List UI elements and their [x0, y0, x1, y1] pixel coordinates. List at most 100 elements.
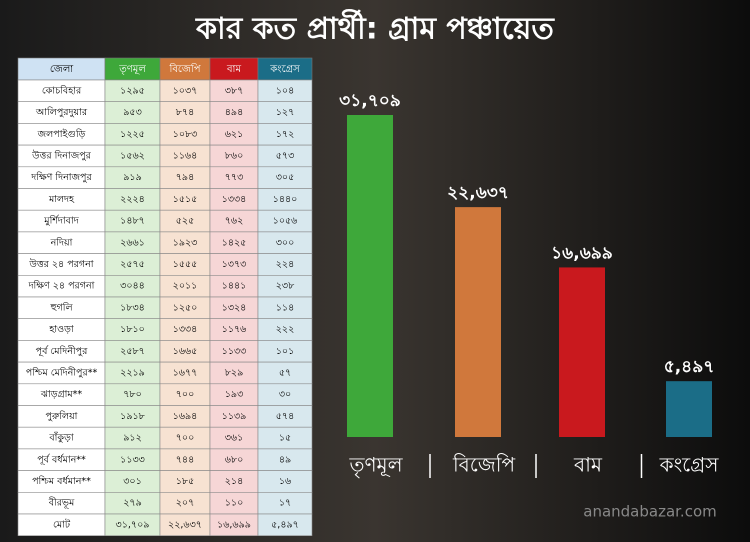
cell-text: ১৩৩৪	[222, 194, 247, 205]
value-label: ১৬,৬৯৯	[551, 243, 613, 263]
cell-text: ৩০৪৪	[120, 281, 145, 292]
cell-text: ১৩৭৩	[222, 259, 248, 270]
cell-text: কোচবিহার	[42, 84, 82, 96]
cell-text: পূর্ব মেদিনীপুর	[36, 344, 88, 357]
category-label: তৃণমূল	[348, 453, 403, 478]
cell-text: ১০১	[276, 346, 295, 357]
cell-text: ৫২৫	[176, 216, 195, 227]
bar	[666, 381, 712, 437]
cell-text: ৯৫৩	[123, 107, 142, 118]
bar	[455, 207, 501, 437]
cell-text: ১৯৩	[225, 389, 244, 400]
bar	[347, 115, 393, 437]
cell-text: হাওড়া	[48, 324, 75, 335]
cell-text: ১৪৪১	[222, 281, 247, 292]
table: জেলা তৃণমূল বিজেপি বাম কংগ্রেস কোচবিহার ১২৯৫ ১০…	[17, 57, 313, 537]
cell-text: ১৫১৫	[173, 194, 198, 205]
cell-text: ২০১১	[173, 281, 198, 292]
bar	[559, 267, 605, 437]
cell-text: ৭৪৪	[176, 454, 195, 465]
cell-text: বাঁকুড়া	[48, 431, 74, 444]
cell-text: ৩০০	[276, 237, 295, 248]
cell-text: ৪৯	[279, 454, 291, 465]
cell-text: ১০৩৭	[173, 85, 198, 96]
cell-text: ঝাড়গ্রাম**	[40, 389, 83, 400]
cell-text: ১৪৪০	[273, 194, 298, 205]
cell-text: ১০৫৬	[273, 216, 299, 227]
category-label: বাম	[573, 453, 603, 477]
cell-text: উত্তর ২৪ পরগনা	[28, 257, 94, 270]
cell-text: জলপাইগুড়ি	[37, 128, 87, 140]
cell-text: হুগলি	[49, 301, 73, 313]
cell-text: ২৭৯	[123, 498, 142, 509]
category-label: বিজেপি	[452, 453, 516, 477]
cell-text: মালদহ	[48, 194, 75, 205]
cell-text: ১৬,৬৯৯	[217, 519, 251, 530]
cell-text: ১৭২	[276, 129, 295, 140]
cell-text: ৯১২	[123, 433, 142, 444]
cell-text: ২৫৮৭	[120, 346, 145, 357]
cell-text: ২৬৬১	[120, 237, 145, 248]
cell-text: ৩০	[279, 389, 291, 400]
cell-text: ১৩২৪	[222, 302, 247, 313]
cell-text: বীরভূম	[48, 496, 75, 509]
cell-text: ১২২৫	[120, 129, 145, 140]
cell-text: ১৮৫	[176, 476, 195, 487]
cell-text: ৪৯৪	[225, 107, 244, 118]
cell-text: ৩০৫	[276, 172, 295, 183]
cell-text: ৫৭৩	[276, 150, 295, 161]
cell-text: ১১৩৩	[222, 346, 248, 357]
cell-text: উত্তর দিনাজপুর	[31, 148, 92, 161]
cell-text: পুরুলিয়া	[46, 410, 79, 422]
cell-text: ১৬	[279, 476, 292, 487]
cell-text: ২২১৯	[120, 367, 145, 378]
cell-text: ১৫৬২	[120, 150, 145, 161]
value-label: ২২,৬৩৭	[447, 183, 509, 203]
cell-text: ১৮৩৪	[120, 302, 145, 313]
cell-text: ৩০১	[123, 476, 142, 487]
cell-text: ১১৬৪	[173, 150, 198, 161]
cell-text: ৯১৯	[123, 172, 142, 183]
header-text: জেলা	[50, 64, 74, 75]
value-label: ৫,৪৯৭	[664, 357, 715, 377]
cell-text: ১২৫০	[173, 302, 198, 313]
cell	[257, 513, 313, 537]
cell-text: আলিপুরদুয়ার	[35, 106, 88, 118]
cell-text: পূর্ব বর্ধমান**	[37, 453, 86, 465]
cell-text: ২০৭	[176, 498, 195, 509]
cell-text: ১১৩৯	[222, 411, 247, 422]
cell-text: ১৪২৫	[222, 237, 247, 248]
cell-text: মোট	[53, 517, 71, 530]
cell-text: ৭৮০	[123, 389, 142, 400]
cell-text: ৬২১	[225, 129, 244, 140]
cell-text: ১৭	[279, 498, 291, 509]
cell-text: ৮২৯	[225, 367, 244, 378]
cell-text: ১১৭৬	[222, 324, 248, 335]
cell-text: ৭০০	[176, 389, 195, 400]
cell-text: ১২৯৫	[120, 85, 145, 96]
cell-text: ২২৪	[276, 259, 295, 270]
cell-text: ১৩৩৪	[173, 324, 198, 335]
category-label: কংগ্রেস	[659, 453, 720, 477]
cell-text: ৩৬১	[225, 433, 244, 444]
chart: ৩১,৭০৯ তৃণমূল ২২,৬৩৭ বিজেপি ১৬,৬৯৯ বাম ৫,৪৯৭ কং…	[339, 91, 719, 478]
cell-text: ১৯২৩	[173, 237, 199, 248]
cell-text: ৮৭৪	[176, 107, 195, 118]
cell-text: ৫৭	[279, 367, 291, 378]
cell-text: ৭৯৪	[176, 172, 195, 183]
cell-text: ২২,৬৩৭	[168, 519, 202, 530]
cell-text: ৩১,৭০৯	[116, 519, 150, 530]
cell-text: ২৩৮	[276, 281, 295, 292]
cell-text: ২৫৭৫	[120, 259, 145, 270]
cell-text: ১০৪	[276, 85, 295, 96]
cell-text: ১১০	[225, 498, 244, 509]
header-text: কংগ্রেস	[269, 64, 300, 75]
cell-text: ১১৩৩	[120, 454, 146, 465]
cell-text: ২১৪	[225, 476, 244, 487]
cell-text: পশ্চিম বর্ধমান**	[32, 475, 91, 487]
cell-text: ৭৬২	[225, 216, 244, 227]
title: কার কত প্রার্থী: গ্রাম পঞ্চায়েত	[195, 9, 555, 47]
cell-text: ২২২	[276, 324, 295, 335]
cell-text: দক্ষিণ ২৪ পরগনা	[28, 280, 96, 292]
